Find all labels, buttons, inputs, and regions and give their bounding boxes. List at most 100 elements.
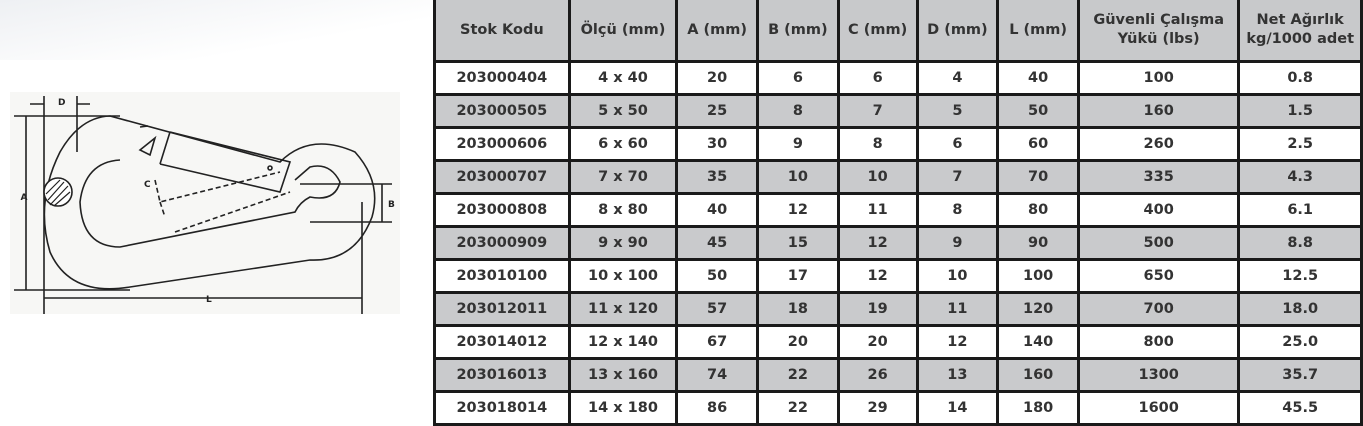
- snap-hook-diagram: D A B C L: [10, 92, 400, 314]
- table-row: 203000505 5 x 50 25 8 7 5 50 160 1.5: [433, 93, 1363, 129]
- cell-stock-code: 203016013: [433, 357, 571, 393]
- table-row: 203000909 9 x 90 45 15 12 9 90 500 8.8: [433, 225, 1363, 261]
- cell-b: 20: [756, 324, 840, 360]
- cell-c: 11: [836, 192, 919, 228]
- cell-d: 9: [915, 225, 1000, 261]
- cell-l: 160: [996, 357, 1081, 393]
- header-c: C (mm): [836, 0, 919, 63]
- table-row: 203012011 11 x 120 57 18 19 11 120 700 18.0: [433, 291, 1363, 327]
- cell-safe-working-load: 1300: [1077, 357, 1241, 393]
- header-d: D (mm): [915, 0, 1000, 63]
- label-d: D: [58, 98, 65, 108]
- cell-safe-working-load: 1600: [1077, 390, 1241, 426]
- cell-c: 8: [836, 126, 919, 162]
- cell-l: 140: [996, 324, 1081, 360]
- cell-size: 9 x 90: [567, 225, 679, 261]
- header-b: B (mm): [756, 0, 840, 63]
- cell-stock-code: 203000808: [433, 192, 571, 228]
- cell-c: 29: [836, 390, 919, 426]
- cell-net-weight: 0.8: [1237, 60, 1363, 96]
- cell-c: 12: [836, 225, 919, 261]
- cell-size: 10 x 100: [567, 258, 679, 294]
- cell-net-weight: 45.5: [1237, 390, 1363, 426]
- cell-b: 17: [756, 258, 840, 294]
- cell-l: 180: [996, 390, 1081, 426]
- cell-a: 86: [675, 390, 759, 426]
- table-row: 203000404 4 x 40 20 6 6 4 40 100 0.8: [433, 60, 1363, 96]
- cell-stock-code: 203000606: [433, 126, 571, 162]
- cell-c: 7: [836, 93, 919, 129]
- cell-stock-code: 203000909: [433, 225, 571, 261]
- background-fade: [0, 0, 430, 60]
- cell-l: 100: [996, 258, 1081, 294]
- cell-net-weight: 1.5: [1237, 93, 1363, 129]
- label-c: C: [144, 180, 151, 190]
- cell-size: 13 x 160: [567, 357, 679, 393]
- cell-net-weight: 6.1: [1237, 192, 1363, 228]
- cell-d: 5: [915, 93, 1000, 129]
- table-row: 203014012 12 x 140 67 20 20 12 140 800 25.0: [433, 324, 1363, 360]
- cell-c: 26: [836, 357, 919, 393]
- cell-d: 11: [915, 291, 1000, 327]
- cell-a: 20: [675, 60, 759, 96]
- label-a: A: [21, 193, 28, 203]
- cell-safe-working-load: 400: [1077, 192, 1241, 228]
- cell-safe-working-load: 800: [1077, 324, 1241, 360]
- cell-b: 18: [756, 291, 840, 327]
- cell-size: 8 x 80: [567, 192, 679, 228]
- cell-d: 4: [915, 60, 1000, 96]
- table-row: 203000707 7 x 70 35 10 10 7 70 335 4.3: [433, 159, 1363, 195]
- cell-net-weight: 25.0: [1237, 324, 1363, 360]
- cell-size: 4 x 40: [567, 60, 679, 96]
- header-safe-working-load: Güvenli Çalışma Yükü (lbs): [1077, 0, 1241, 63]
- cell-b: 8: [756, 93, 840, 129]
- cell-size: 5 x 50: [567, 93, 679, 129]
- cell-safe-working-load: 100: [1077, 60, 1241, 96]
- header-net-weight: Net Ağırlık kg/1000 adet: [1237, 0, 1363, 63]
- cell-a: 35: [675, 159, 759, 195]
- cell-c: 19: [836, 291, 919, 327]
- cell-l: 80: [996, 192, 1081, 228]
- header-l: L (mm): [996, 0, 1081, 63]
- table-row: 203018014 14 x 180 86 22 29 14 180 1600 45.5: [433, 390, 1363, 426]
- cell-size: 14 x 180: [567, 390, 679, 426]
- cell-a: 40: [675, 192, 759, 228]
- cell-safe-working-load: 650: [1077, 258, 1241, 294]
- cell-net-weight: 8.8: [1237, 225, 1363, 261]
- product-spec-table: Stok Kodu Ölçü (mm) A (mm) B (mm) C (mm) D (m…: [433, 0, 1363, 426]
- cell-stock-code: 203014012: [433, 324, 571, 360]
- cell-d: 6: [915, 126, 1000, 162]
- cell-b: 22: [756, 390, 840, 426]
- cell-stock-code: 203018014: [433, 390, 571, 426]
- cell-safe-working-load: 700: [1077, 291, 1241, 327]
- header-a: A (mm): [675, 0, 759, 63]
- cell-c: 12: [836, 258, 919, 294]
- cell-b: 22: [756, 357, 840, 393]
- cell-a: 50: [675, 258, 759, 294]
- cell-a: 74: [675, 357, 759, 393]
- cell-l: 70: [996, 159, 1081, 195]
- label-l: L: [206, 295, 212, 305]
- cell-c: 10: [836, 159, 919, 195]
- cell-stock-code: 203012011: [433, 291, 571, 327]
- cell-l: 50: [996, 93, 1081, 129]
- table-row: 203000808 8 x 80 40 12 11 8 80 400 6.1: [433, 192, 1363, 228]
- cell-d: 14: [915, 390, 1000, 426]
- cell-stock-code: 203010100: [433, 258, 571, 294]
- header-size: Ölçü (mm): [567, 0, 679, 63]
- cell-stock-code: 203000707: [433, 159, 571, 195]
- table-row: 203016013 13 x 160 74 22 26 13 160 1300 35.7: [433, 357, 1363, 393]
- cell-c: 20: [836, 324, 919, 360]
- cell-safe-working-load: 160: [1077, 93, 1241, 129]
- cell-size: 12 x 140: [567, 324, 679, 360]
- cell-size: 11 x 120: [567, 291, 679, 327]
- cell-net-weight: 2.5: [1237, 126, 1363, 162]
- cell-net-weight: 18.0: [1237, 291, 1363, 327]
- cell-l: 60: [996, 126, 1081, 162]
- cell-a: 25: [675, 93, 759, 129]
- cell-net-weight: 12.5: [1237, 258, 1363, 294]
- cell-stock-code: 203000505: [433, 93, 571, 129]
- cell-c: 6: [836, 60, 919, 96]
- cell-a: 30: [675, 126, 759, 162]
- cell-b: 10: [756, 159, 840, 195]
